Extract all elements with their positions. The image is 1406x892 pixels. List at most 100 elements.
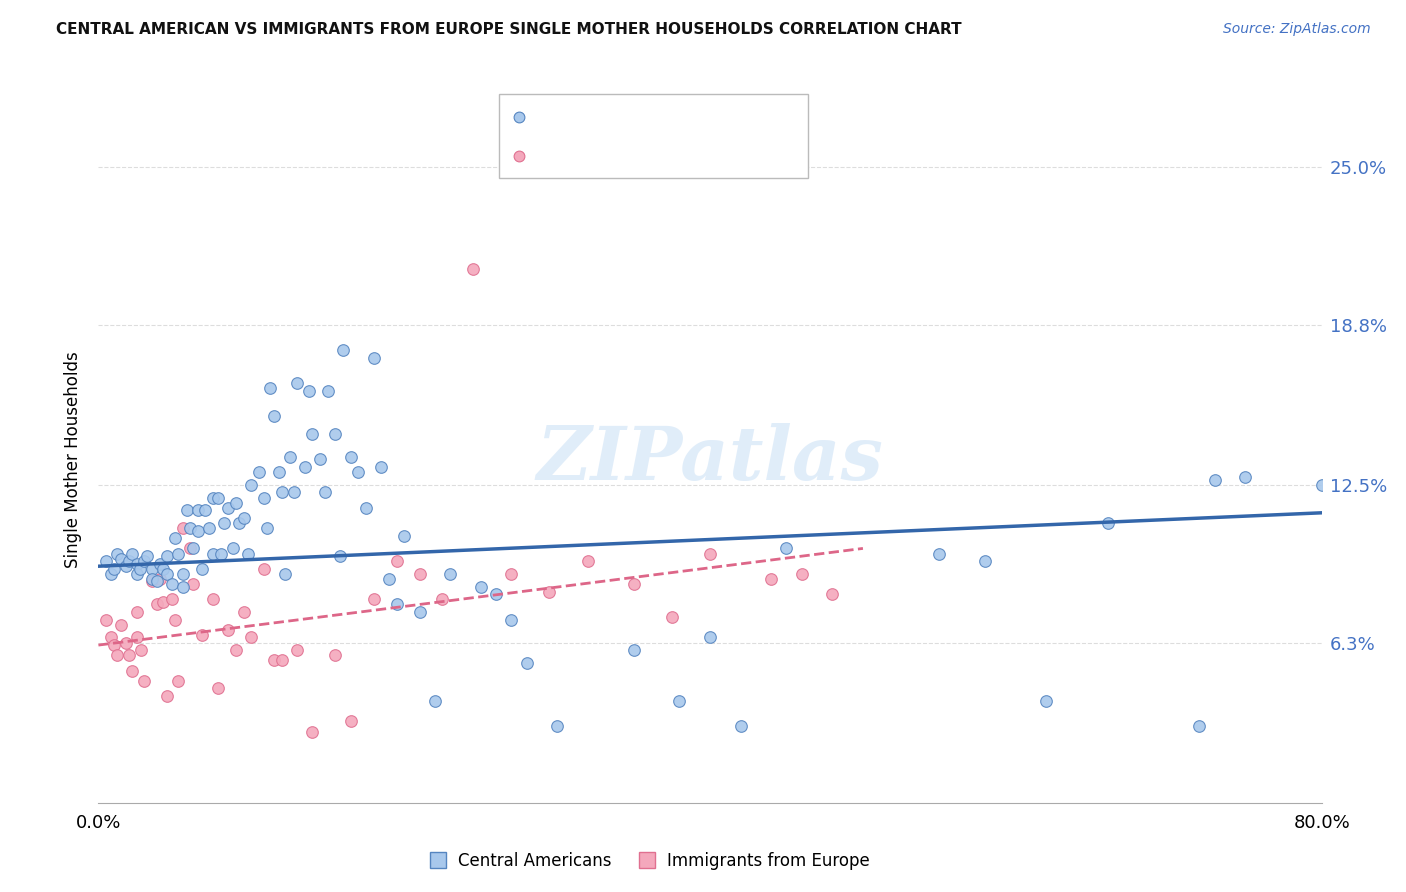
Point — [110, 617, 132, 632]
Point — [232, 511, 254, 525]
Point — [209, 547, 232, 561]
Point — [470, 580, 492, 594]
Point — [152, 595, 174, 609]
Point — [110, 551, 132, 566]
Point — [370, 460, 392, 475]
Point — [194, 503, 217, 517]
Point — [392, 529, 416, 543]
Text: 51: 51 — [702, 146, 725, 164]
Point — [156, 689, 179, 703]
Text: 0.198: 0.198 — [578, 146, 633, 164]
Point — [217, 623, 239, 637]
Point — [94, 554, 117, 568]
Point — [730, 719, 752, 733]
Point — [105, 547, 128, 561]
Point — [267, 465, 290, 479]
Point — [141, 562, 163, 576]
Point — [252, 491, 274, 505]
Point — [423, 694, 446, 708]
Point — [623, 577, 645, 591]
Point — [240, 631, 263, 645]
Point — [325, 426, 347, 441]
Point — [928, 547, 950, 561]
Point — [508, 111, 530, 125]
Point — [385, 598, 408, 612]
Point — [94, 613, 117, 627]
Point — [294, 460, 316, 475]
Point — [256, 521, 278, 535]
Point — [103, 638, 125, 652]
Point — [121, 664, 143, 678]
Point — [125, 566, 148, 581]
Point — [172, 580, 194, 594]
Point — [501, 566, 523, 581]
Point — [283, 485, 305, 500]
Point — [332, 343, 354, 357]
Point — [385, 554, 408, 568]
Point — [314, 485, 336, 500]
Point — [623, 643, 645, 657]
Point — [263, 409, 285, 424]
Point — [516, 656, 538, 670]
Point — [222, 541, 245, 556]
Point — [167, 547, 190, 561]
Text: ZIPatlas: ZIPatlas — [537, 423, 883, 496]
Point — [115, 635, 138, 649]
Point — [232, 605, 254, 619]
Text: N =: N = — [659, 146, 699, 164]
Point — [1310, 478, 1333, 492]
Point — [576, 554, 599, 568]
Y-axis label: Single Mother Households: Single Mother Households — [65, 351, 83, 567]
Point — [1234, 470, 1257, 484]
Point — [128, 562, 150, 576]
Point — [191, 562, 214, 576]
Text: Source: ZipAtlas.com: Source: ZipAtlas.com — [1223, 22, 1371, 37]
Point — [179, 541, 201, 556]
Text: R =: R = — [536, 109, 574, 127]
Point — [115, 559, 138, 574]
Point — [538, 584, 561, 599]
Point — [225, 643, 247, 657]
Point — [136, 549, 159, 563]
Point — [202, 547, 225, 561]
Point — [1097, 516, 1119, 530]
Point — [145, 598, 167, 612]
Point — [156, 549, 179, 563]
Point — [408, 605, 430, 619]
Point — [408, 566, 430, 581]
Point — [485, 587, 508, 601]
Point — [176, 503, 198, 517]
Text: N =: N = — [659, 109, 699, 127]
Point — [301, 426, 323, 441]
Point — [240, 478, 263, 492]
Point — [821, 587, 844, 601]
Point — [316, 384, 339, 398]
Point — [207, 491, 229, 505]
Point — [270, 653, 292, 667]
Point — [163, 531, 186, 545]
Point — [225, 495, 247, 509]
Point — [1188, 719, 1211, 733]
Point — [202, 592, 225, 607]
Point — [339, 450, 361, 464]
Legend: Central Americans, Immigrants from Europe: Central Americans, Immigrants from Europ… — [422, 846, 876, 877]
Point — [339, 714, 361, 729]
Point — [661, 610, 683, 624]
Point — [167, 673, 190, 688]
Point — [121, 547, 143, 561]
Text: 0.146: 0.146 — [578, 109, 633, 127]
Point — [354, 500, 377, 515]
Point — [172, 521, 194, 535]
Point — [149, 557, 172, 571]
Point — [363, 592, 385, 607]
Point — [508, 148, 530, 162]
Point — [329, 549, 352, 563]
Point — [378, 572, 401, 586]
Point — [247, 465, 270, 479]
Point — [298, 384, 321, 398]
Point — [125, 605, 148, 619]
Point — [118, 648, 141, 663]
Point — [181, 577, 204, 591]
Point — [309, 452, 332, 467]
Point — [263, 653, 285, 667]
